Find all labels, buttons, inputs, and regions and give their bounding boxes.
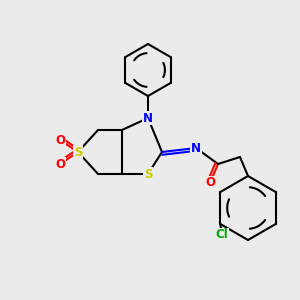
Text: O: O	[55, 134, 65, 146]
Text: N: N	[143, 112, 153, 124]
Text: O: O	[205, 176, 215, 190]
Text: S: S	[74, 146, 82, 158]
Text: O: O	[55, 158, 65, 170]
Text: S: S	[144, 167, 152, 181]
Text: N: N	[191, 142, 201, 154]
Text: Cl: Cl	[216, 229, 228, 242]
